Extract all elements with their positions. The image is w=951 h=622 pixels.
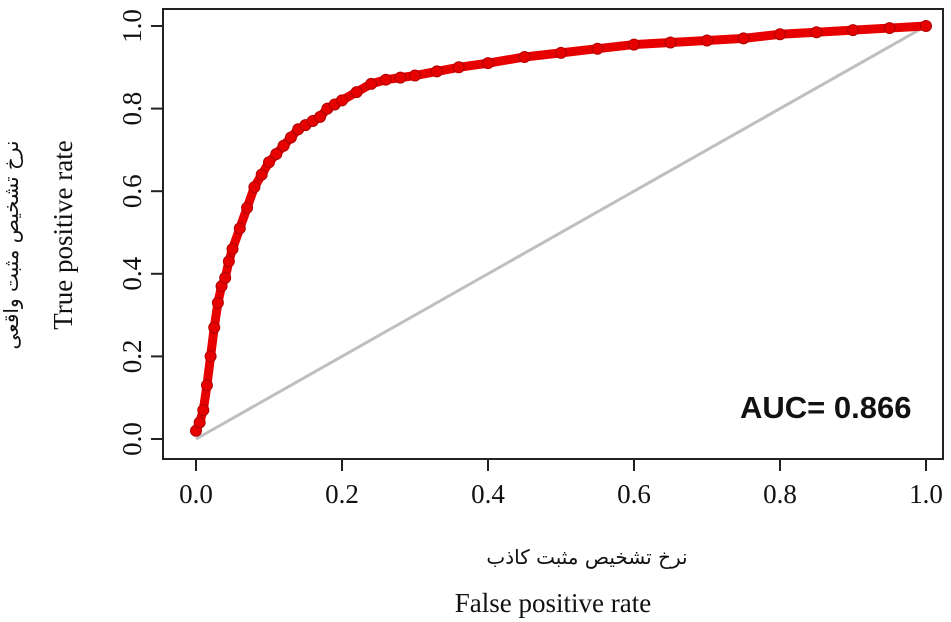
roc-point (211, 296, 224, 309)
x-tick-label: 0.6 (617, 479, 651, 509)
y-axis-title-fa: نرخ تشخیص مثبت واقعی (0, 141, 23, 350)
x-axis-title-fa: نرخ تشخیص مثبت کاذب (486, 545, 687, 569)
roc-point (883, 22, 896, 35)
roc-point (430, 65, 443, 78)
roc-point (284, 131, 297, 144)
x-axis-title: False positive rate (455, 588, 651, 618)
roc-point (314, 110, 327, 123)
roc-point (701, 34, 713, 47)
roc-points-layer (190, 20, 932, 437)
roc-point (270, 148, 283, 161)
roc-point (920, 20, 932, 32)
x-axis: 0.0 0.2 0.4 0.6 0.8 1.0 (179, 458, 943, 509)
roc-point (365, 77, 378, 90)
roc-point (193, 416, 206, 429)
roc-point (409, 69, 421, 82)
roc-point (810, 26, 823, 39)
roc-point (277, 139, 290, 152)
roc-point (204, 350, 217, 363)
roc-point (336, 94, 348, 107)
roc-point (222, 255, 235, 268)
roc-point (737, 32, 750, 45)
roc-point (518, 50, 531, 63)
x-tick-label: 0.0 (179, 479, 213, 509)
roc-point (482, 57, 494, 70)
roc-point (555, 46, 567, 59)
y-axis-title: True positive rate (48, 140, 78, 329)
roc-point (591, 42, 604, 55)
y-axis: 0.0 0.2 0.4 0.6 0.8 1.0 (117, 9, 164, 456)
reference-line-layer (195, 24, 927, 441)
roc-point (233, 222, 246, 235)
x-tick-label: 0.4 (471, 479, 505, 509)
roc-point (350, 86, 363, 99)
roc-point (197, 404, 210, 417)
y-tick-label: 0.8 (117, 92, 147, 126)
auc-annotation: AUC= 0.866 (740, 390, 911, 425)
roc-point (664, 36, 677, 49)
roc-point (241, 201, 254, 214)
y-tick-label: 0.6 (117, 174, 147, 208)
y-tick-label: 0.0 (117, 422, 147, 456)
x-tick-label: 1.0 (909, 479, 943, 509)
roc-point (208, 321, 221, 334)
roc-point (628, 38, 640, 51)
roc-point (255, 168, 268, 181)
roc-point (263, 156, 275, 169)
y-tick-label: 0.2 (117, 340, 147, 374)
x-tick-label: 0.8 (763, 479, 797, 509)
roc-point (847, 24, 859, 37)
reference-diagonal-line (195, 24, 927, 441)
roc-point (452, 61, 465, 74)
roc-point (226, 243, 239, 256)
roc-point (394, 71, 407, 84)
roc-point (774, 28, 786, 41)
roc-point (200, 379, 213, 392)
y-tick-label: 0.4 (117, 256, 147, 290)
roc-point (379, 73, 392, 86)
roc-point (248, 181, 261, 194)
x-tick-label: 0.2 (325, 479, 359, 509)
roc-point (219, 271, 232, 284)
y-tick-label: 1.0 (117, 9, 147, 43)
